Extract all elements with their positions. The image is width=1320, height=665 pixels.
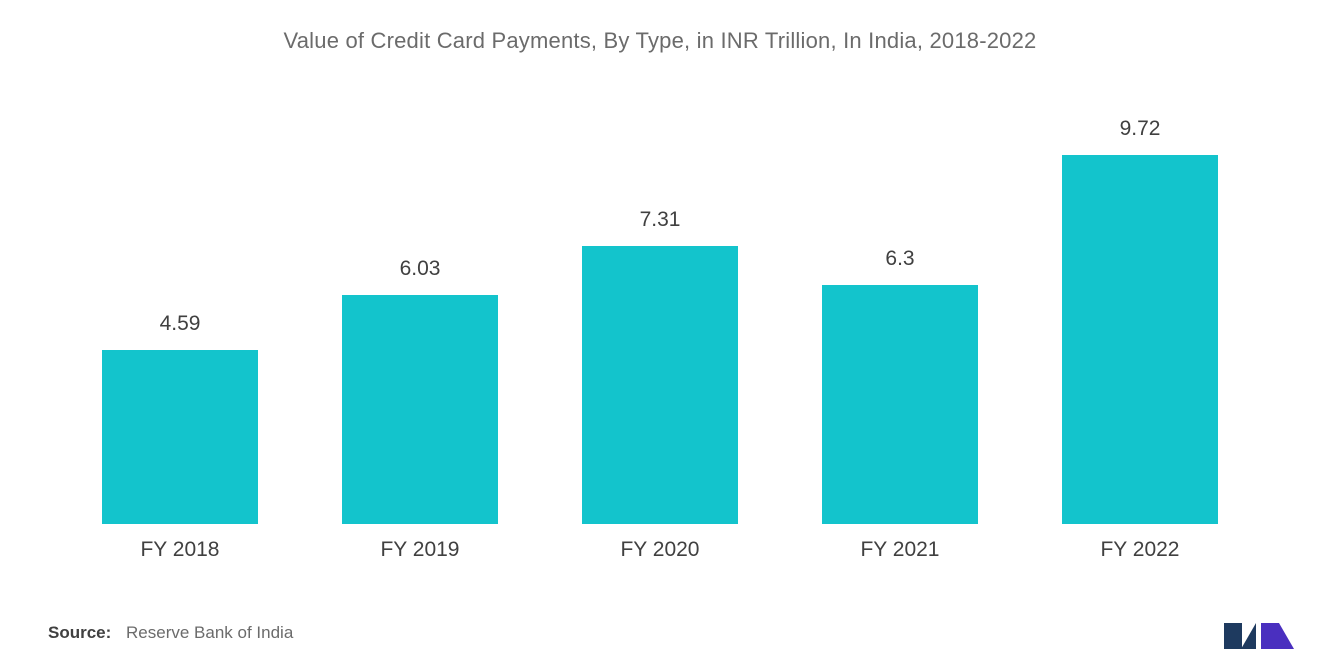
x-axis-label: FY 2019 [312, 538, 528, 562]
source-label: Source: [48, 623, 111, 642]
bar-group: 7.31 [552, 208, 768, 524]
chart-title: Value of Credit Card Payments, By Type, … [48, 28, 1272, 54]
source-footer: Source: Reserve Bank of India [48, 623, 293, 643]
x-axis-label: FY 2020 [552, 538, 768, 562]
x-axis: FY 2018 FY 2019 FY 2020 FY 2021 FY 2022 [48, 524, 1272, 562]
bar-value-label: 7.31 [640, 208, 681, 232]
bar-group: 9.72 [1032, 117, 1248, 524]
bar-group: 6.03 [312, 257, 528, 524]
brand-logo-icon [1224, 623, 1294, 649]
plot-area: 4.59 6.03 7.31 6.3 9.72 [48, 84, 1272, 524]
bar-value-label: 9.72 [1120, 117, 1161, 141]
bar-value-label: 6.3 [885, 247, 914, 271]
bar [1062, 155, 1218, 524]
bar [102, 350, 258, 524]
bar-group: 4.59 [72, 312, 288, 524]
x-axis-label: FY 2022 [1032, 538, 1248, 562]
bar-value-label: 4.59 [160, 312, 201, 336]
bar-value-label: 6.03 [400, 257, 441, 281]
x-axis-label: FY 2018 [72, 538, 288, 562]
chart-container: Value of Credit Card Payments, By Type, … [0, 0, 1320, 665]
x-axis-label: FY 2021 [792, 538, 1008, 562]
bar [822, 285, 978, 524]
bar-group: 6.3 [792, 247, 1008, 524]
bar [582, 246, 738, 524]
bar [342, 295, 498, 524]
source-text: Reserve Bank of India [126, 623, 293, 642]
